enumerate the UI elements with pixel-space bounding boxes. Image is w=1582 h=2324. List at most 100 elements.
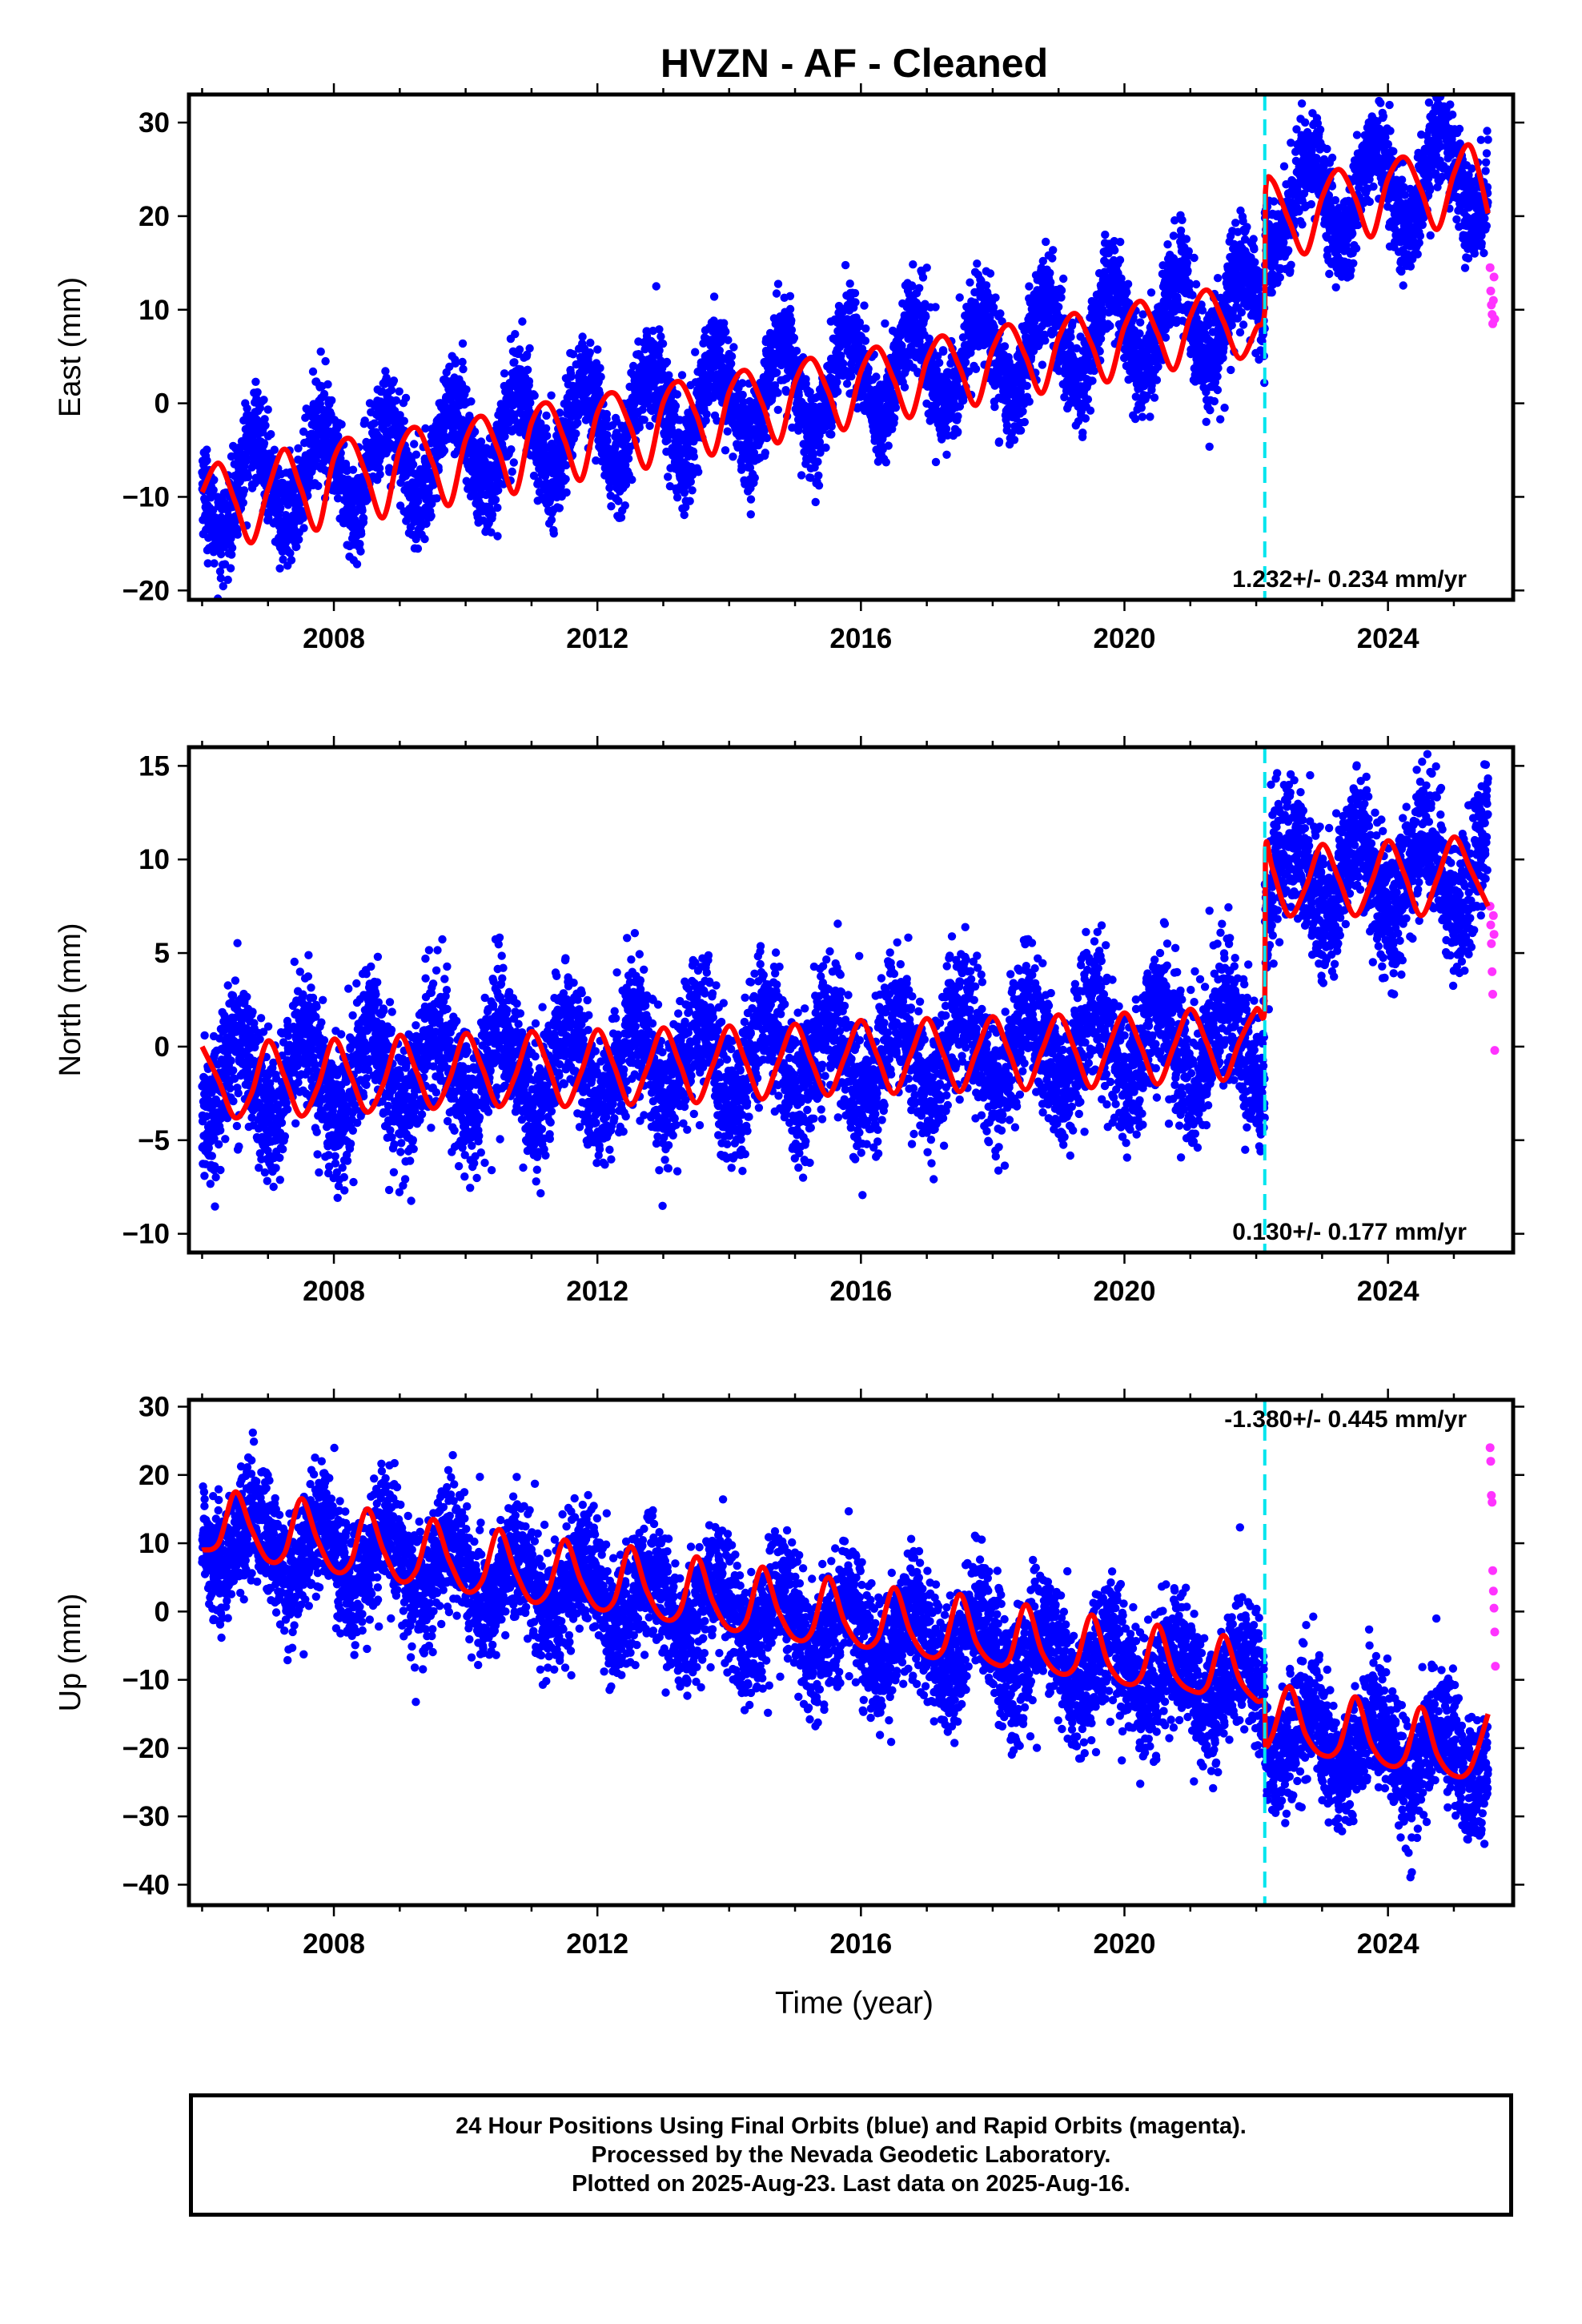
data-point	[224, 606, 232, 614]
data-point	[702, 410, 711, 419]
data-point	[652, 282, 661, 291]
data-point	[356, 547, 365, 556]
data-point	[996, 309, 1005, 318]
data-point	[1048, 254, 1057, 263]
data-point	[287, 556, 296, 565]
data-point	[429, 480, 438, 489]
data-point	[488, 510, 497, 519]
data-point	[314, 481, 323, 490]
data-point	[259, 396, 268, 404]
data-point	[525, 344, 534, 353]
data-point	[918, 273, 928, 282]
data-point	[860, 301, 869, 310]
data-point	[279, 555, 287, 564]
data-point	[375, 464, 384, 472]
data-point	[872, 372, 881, 381]
data-point	[203, 559, 212, 568]
data-point	[961, 358, 970, 367]
data-point	[515, 345, 524, 354]
data-point	[316, 347, 325, 356]
data-point	[487, 528, 496, 537]
data-point	[541, 424, 551, 433]
data-point	[842, 380, 852, 388]
data-point	[746, 495, 756, 504]
data-point	[861, 336, 870, 345]
data-point	[1081, 414, 1090, 423]
data-point	[319, 389, 329, 399]
data-point	[239, 498, 247, 507]
data-point	[422, 519, 431, 529]
data-point	[761, 448, 769, 457]
data-point	[427, 512, 436, 521]
data-point	[656, 332, 665, 341]
data-point	[1041, 336, 1050, 345]
data-point	[954, 412, 962, 420]
data-point	[210, 559, 219, 568]
chart-title: HVZN - AF - Cleaned	[661, 41, 1048, 86]
data-point	[260, 415, 269, 424]
data-point	[986, 269, 995, 278]
data-point	[440, 446, 449, 455]
data-point	[207, 493, 215, 502]
data-point	[797, 471, 806, 480]
data-point	[833, 387, 842, 396]
data-point	[1020, 417, 1030, 427]
data-point	[921, 312, 930, 321]
data-point	[915, 283, 924, 292]
data-point	[1049, 246, 1058, 255]
data-point	[773, 279, 783, 288]
data-point	[1078, 428, 1087, 437]
data-point	[954, 427, 962, 436]
data-point	[508, 467, 516, 476]
data-point	[1059, 274, 1068, 283]
data-point	[311, 455, 320, 464]
data-point	[518, 317, 527, 326]
data-point	[547, 391, 556, 400]
data-point	[721, 446, 730, 455]
data-point	[286, 549, 295, 557]
data-point	[470, 427, 480, 436]
data-point	[1010, 436, 1019, 444]
data-point	[264, 513, 273, 523]
data-point	[1022, 381, 1031, 390]
data-point	[982, 281, 991, 290]
data-point	[476, 437, 486, 446]
data-point	[451, 359, 460, 368]
data-point	[738, 390, 747, 400]
data-point	[500, 369, 509, 378]
data-point	[602, 409, 611, 419]
data-point	[709, 292, 719, 301]
data-point	[308, 367, 318, 376]
data-point	[814, 471, 823, 480]
data-point	[1083, 395, 1093, 404]
data-point	[772, 289, 781, 298]
data-point	[628, 475, 636, 485]
data-point	[680, 510, 689, 520]
data-point	[715, 346, 724, 355]
data-point	[931, 303, 940, 312]
data-point	[562, 488, 571, 497]
data-point	[850, 288, 860, 298]
data-point	[955, 293, 964, 302]
data-point	[596, 372, 605, 381]
data-point	[402, 517, 411, 525]
data-point	[688, 486, 697, 495]
data-point	[294, 444, 303, 452]
east-plot-area	[198, 94, 1500, 614]
data-point	[215, 567, 225, 576]
data-point	[387, 385, 396, 395]
data-point	[493, 503, 502, 513]
data-point	[459, 364, 468, 374]
data-point	[360, 416, 369, 425]
data-point	[891, 403, 901, 412]
data-point	[603, 436, 612, 445]
east-series-final	[198, 94, 1492, 614]
data-point	[785, 292, 795, 300]
data-point	[900, 383, 909, 392]
data-point	[355, 540, 364, 549]
data-point	[578, 332, 587, 341]
data-point	[352, 560, 362, 569]
data-point	[555, 504, 564, 513]
data-point	[219, 581, 227, 591]
data-point	[814, 481, 824, 490]
